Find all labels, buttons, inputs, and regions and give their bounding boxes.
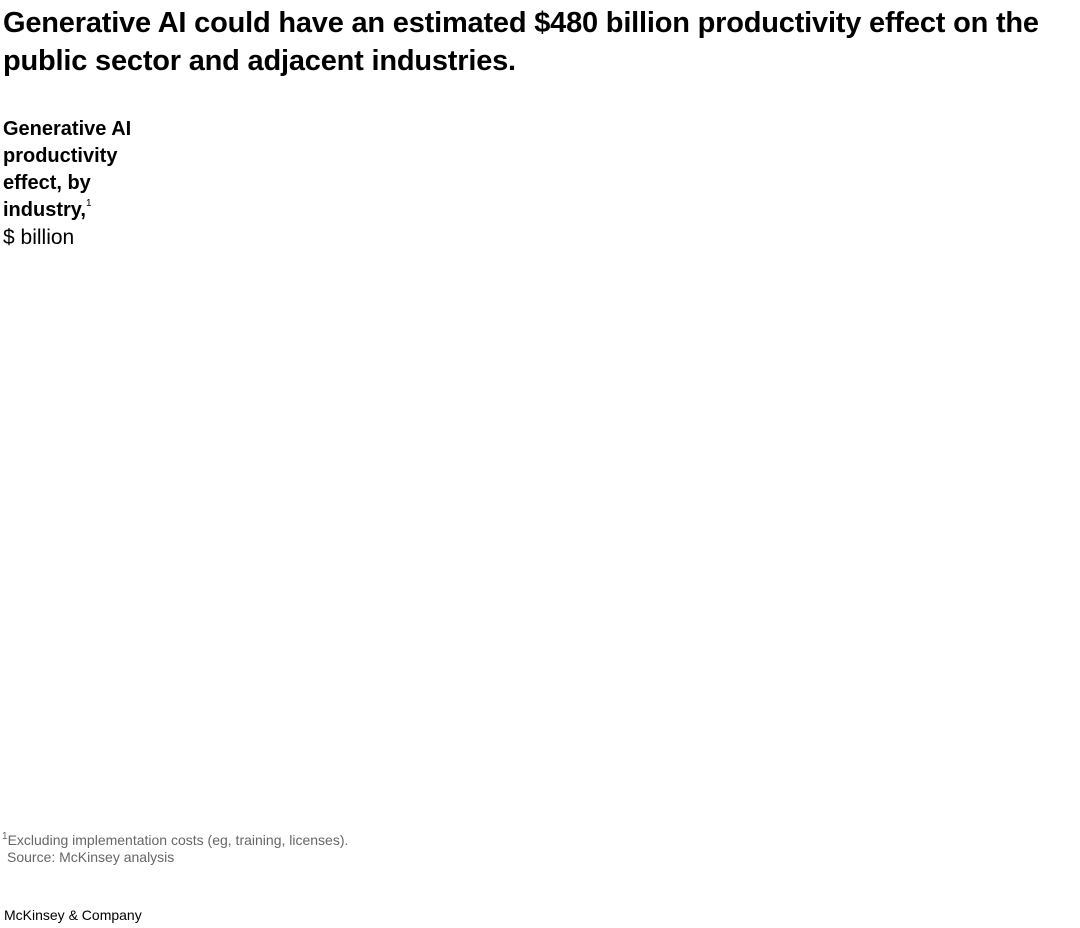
title: Generative AI could have an estimated $4… [3, 7, 1039, 77]
brand: McKinsey & Company [4, 907, 142, 923]
footnotes: 1Excluding implementation costs (eg, tra… [2, 832, 348, 866]
subtitle-text: Generative AI productivity effect, by in… [3, 118, 132, 221]
footnote-marker: 1 [85, 198, 92, 209]
unit: $ billion [3, 226, 75, 249]
footnote-note: Excluding implementation costs (eg, trai… [7, 832, 349, 848]
subtitle: Generative AI productivity effect, by in… [3, 116, 153, 251]
source: Source: McKinsey analysis [7, 849, 175, 865]
chart-area [3, 260, 1073, 820]
footnote-marker: 1 [2, 831, 8, 842]
